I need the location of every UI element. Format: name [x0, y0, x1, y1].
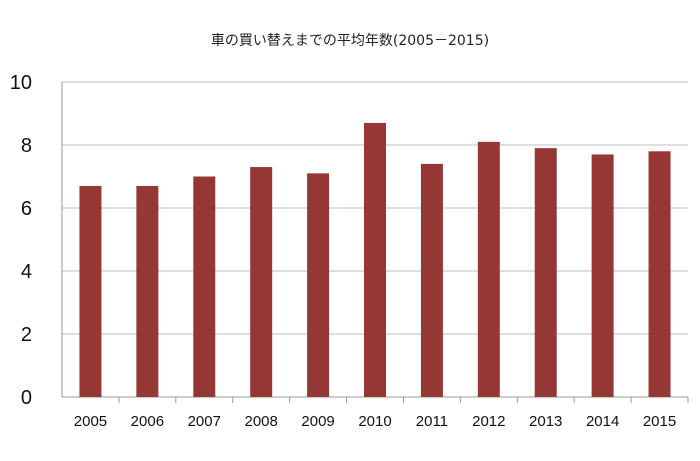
bar	[648, 151, 671, 397]
x-tick-label: 2010	[358, 413, 391, 430]
chart-title: 車の買い替えまでの平均年数(2005－2015)	[210, 33, 490, 49]
y-tick-label: 0	[21, 387, 32, 409]
x-tick-label: 2012	[472, 413, 505, 430]
x-tick-label: 2008	[244, 413, 277, 430]
bar	[591, 154, 614, 397]
y-tick-label: 6	[21, 198, 32, 220]
y-tick-label: 8	[21, 135, 32, 157]
bar	[364, 122, 386, 397]
bar	[477, 141, 500, 397]
bar	[136, 185, 159, 397]
x-tick-label: 2006	[131, 413, 164, 430]
x-tick-label: 2009	[301, 413, 334, 430]
x-tick-label: 2013	[529, 413, 562, 430]
y-tick-label: 10	[10, 72, 32, 94]
bar	[250, 167, 273, 397]
y-tick-label: 2	[21, 324, 32, 346]
y-tick-label: 4	[21, 261, 32, 283]
x-tick-label: 2007	[188, 413, 221, 430]
bar	[534, 148, 557, 397]
bar	[307, 173, 330, 397]
bar	[420, 163, 443, 397]
bar	[79, 185, 102, 397]
x-tick-label: 2005	[74, 413, 107, 430]
x-tick-label: 2015	[643, 413, 676, 430]
bar	[193, 176, 216, 397]
x-tick-label: 2014	[586, 413, 619, 430]
x-tick-label: 2011	[416, 413, 448, 430]
